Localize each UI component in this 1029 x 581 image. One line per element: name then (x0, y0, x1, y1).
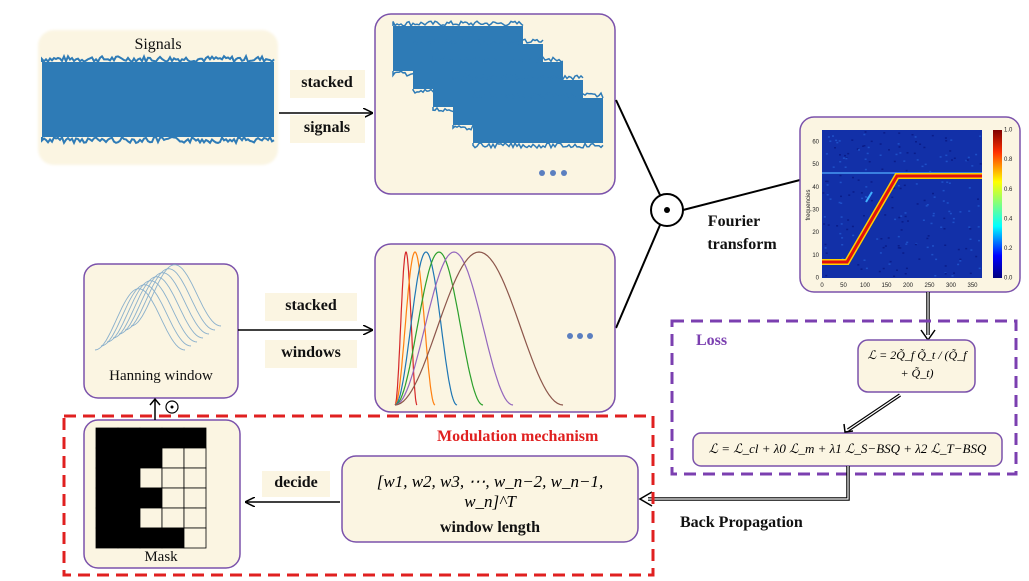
mask-title: Mask (144, 549, 178, 565)
svg-text:50: 50 (840, 283, 847, 289)
svg-text:0.2: 0.2 (1004, 246, 1013, 252)
stacked-signals-label-line1: stacked (301, 74, 353, 91)
svg-text:frequencies: frequencies (806, 189, 812, 220)
svg-text:0.0: 0.0 (1004, 276, 1013, 282)
signals-waveform (42, 62, 274, 137)
loss-region (670, 319, 1018, 476)
loss-formula-2: ℒ = ℒ_cl + λ0 ℒ_m + λ1 ℒ_S−BSQ + λ2 ℒ_T−… (708, 441, 987, 456)
fourier-label-line2: transform (707, 236, 777, 253)
loss-formula-1: ℒ = 2Q̃_f Q̃_t / (Q̃_f + Q̃_t) (867, 348, 967, 380)
ellipsis-dots (539, 170, 567, 176)
window-curve (394, 251, 564, 406)
modulation-title: Modulation mechanism (437, 428, 599, 445)
modulation-region (62, 414, 655, 577)
spectrogram-plot (822, 130, 982, 278)
hanning-curve (124, 268, 216, 331)
signals-panel (38, 30, 278, 165)
decide-label: decide (274, 474, 318, 491)
svg-text:0: 0 (816, 276, 820, 282)
svg-text:40: 40 (812, 185, 819, 191)
stacked-signals-label-line2: signals (303, 119, 351, 136)
line-odot-to-spectrogram (682, 179, 801, 211)
stacked-signals-panel (374, 13, 616, 195)
spectrogram-colorbar (993, 130, 1002, 278)
signals-waveform-edge (41, 53, 275, 146)
window-curve (394, 251, 514, 406)
svg-text:300: 300 (946, 283, 957, 289)
back-propagation-arrow (648, 466, 850, 501)
svg-text:200: 200 (903, 283, 914, 289)
svg-text:0.8: 0.8 (1004, 157, 1013, 163)
window-length-box (341, 455, 639, 543)
stacked-signal-5 (473, 98, 603, 143)
back-propagation-label: Back Propagation (680, 514, 803, 531)
svg-text:350: 350 (967, 283, 978, 289)
loss-formula-box-1 (857, 339, 976, 393)
svg-text:20: 20 (812, 230, 819, 236)
svg-text:60: 60 (812, 139, 819, 145)
fourier-label-line1: Fourier (707, 213, 761, 230)
svg-text:0: 0 (820, 283, 824, 289)
svg-text:0.6: 0.6 (1004, 187, 1013, 193)
window-curve (394, 251, 484, 406)
stacked-windows-label-line1: stacked (285, 297, 337, 314)
window-length-label: window length (439, 519, 541, 536)
svg-text:1.0: 1.0 (1004, 128, 1013, 134)
svg-text:100: 100 (860, 283, 871, 289)
line-windows-to-odot (615, 224, 661, 329)
mask-grid (95, 427, 207, 549)
window-curve (394, 251, 418, 406)
stacked-windows-panel (374, 243, 616, 413)
hanning-curve (130, 264, 222, 327)
svg-text:250: 250 (924, 283, 935, 289)
spectrogram-panel: 0 50 100 150 200 250 300 350 0 10 20 30 40 50 60 0.0 0.2… (799, 116, 1021, 293)
svg-text:0.4: 0.4 (1004, 216, 1013, 222)
stacked-windows-label-line2: windows (281, 344, 341, 361)
window-vector: [w1, w2, w3, ⋯, w_n−2, w_n−1, w_n]^T (376, 472, 604, 511)
svg-text:10: 10 (812, 253, 819, 259)
ellipsis-dots (567, 333, 593, 339)
window-curve (394, 251, 436, 406)
svg-text:30: 30 (812, 207, 819, 213)
svg-text:50: 50 (812, 162, 819, 168)
signals-title: Signals (134, 36, 182, 53)
svg-text:150: 150 (881, 283, 892, 289)
loss-title: Loss (696, 332, 728, 349)
mask-panel (83, 419, 241, 569)
hanning-window-title: Hanning window (109, 368, 213, 384)
hanning-window-panel (83, 263, 239, 399)
window-curve (394, 251, 458, 406)
line-signals-to-odot (615, 99, 661, 196)
